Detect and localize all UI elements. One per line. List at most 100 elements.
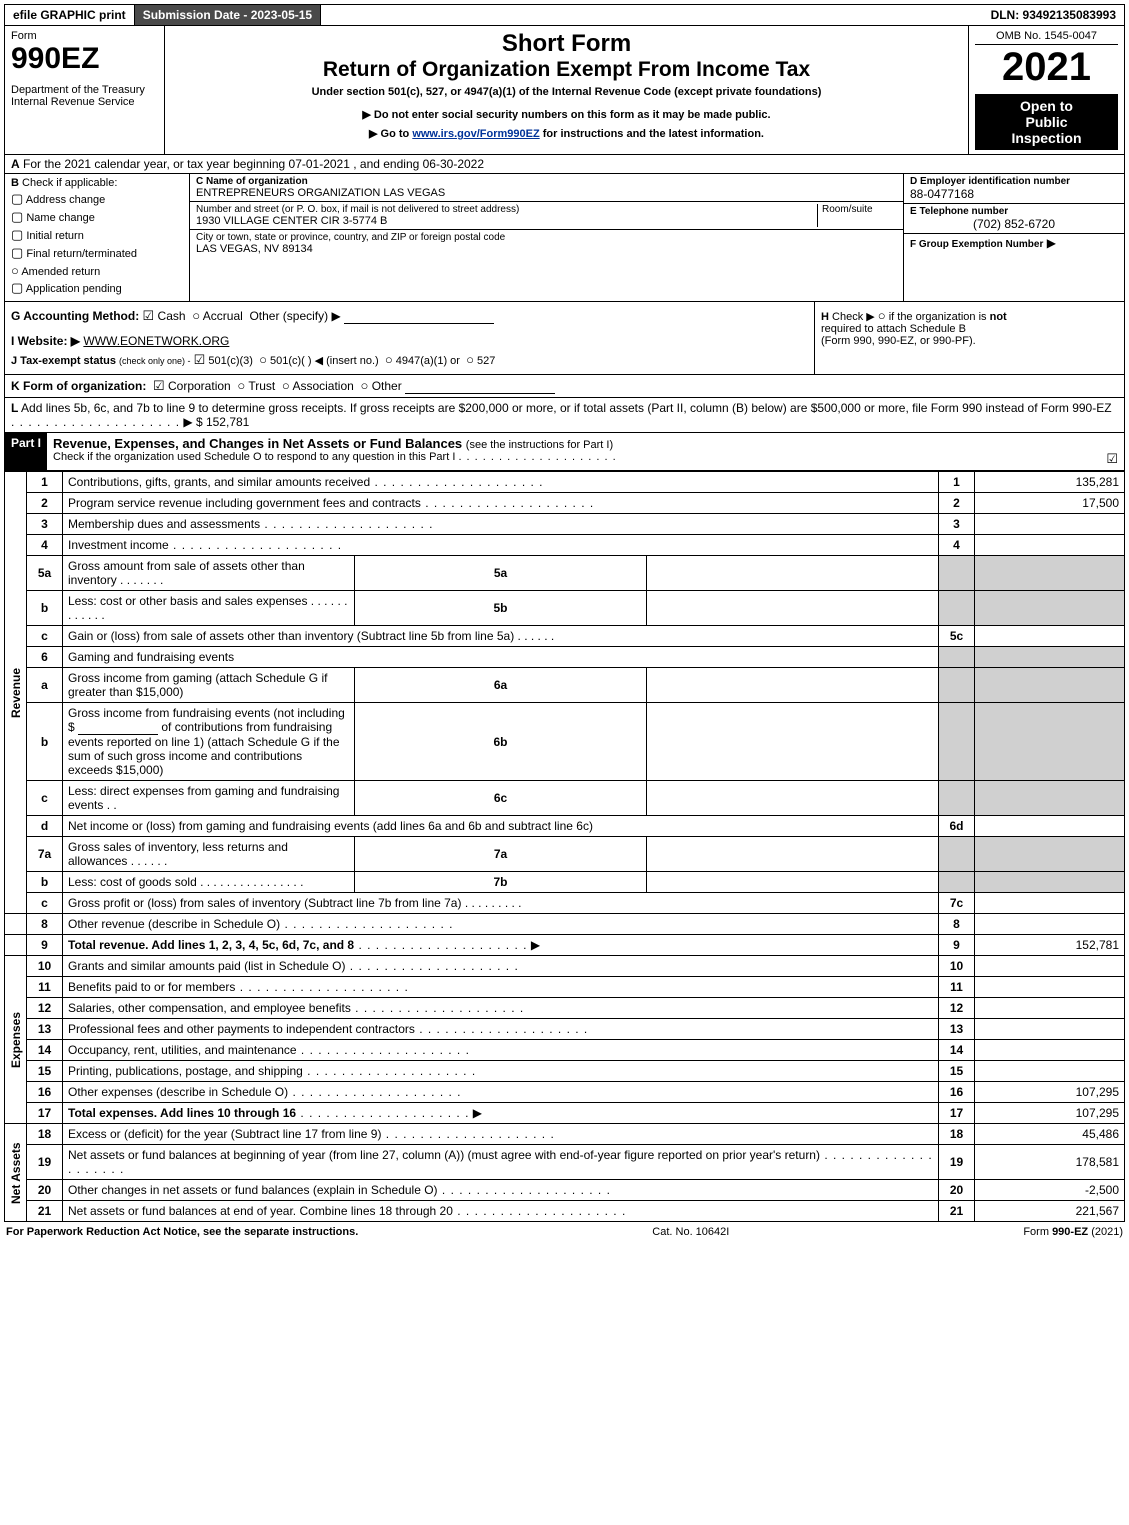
form-number: 990EZ (11, 42, 158, 76)
line-7a: 7a Gross sales of inventory, less return… (5, 837, 1125, 872)
line-20: 20 Other changes in net assets or fund b… (5, 1180, 1125, 1201)
website-value: WWW.EONETWORK.ORG (83, 334, 229, 348)
line-11: 11 Benefits paid to or for members 11 (5, 977, 1125, 998)
side-expenses: Expenses (5, 956, 27, 1124)
part1-tab: Part I (5, 433, 47, 470)
phone-value: (702) 852-6720 (910, 217, 1118, 231)
line-5c: c Gain or (loss) from sale of assets oth… (5, 626, 1125, 647)
k-corp-check[interactable]: ☑ (153, 378, 165, 393)
check-name-change[interactable]: ▢ Name change (11, 209, 183, 225)
side-netassets: Net Assets (5, 1124, 27, 1222)
dept-treasury: Department of the Treasury (11, 84, 158, 96)
section-h: H Check ▶ ○ if the organization is not r… (814, 302, 1124, 374)
tax-year: 2021 (975, 45, 1118, 90)
room-suite-label: Room/suite (817, 204, 897, 227)
h-label: H (821, 311, 829, 323)
omb-number: OMB No. 1545-0047 (975, 30, 1118, 45)
line-15: 15 Printing, publications, postage, and … (5, 1061, 1125, 1082)
k-assoc-check[interactable]: ○ (282, 378, 290, 393)
line-5b: b Less: cost or other basis and sales ex… (5, 591, 1125, 626)
line-7b: b Less: cost of goods sold . . . . . . .… (5, 872, 1125, 893)
row-a-label: A (11, 157, 20, 171)
open-line3: Inspection (979, 130, 1114, 146)
j-501c3-check[interactable]: ☑ (194, 352, 206, 367)
efile-label: efile GRAPHIC print (5, 5, 135, 25)
row-l: L Add lines 5b, 6c, and 7b to line 9 to … (4, 398, 1125, 433)
street-value: 1930 VILLAGE CENTER CIR 3-5774 B (196, 215, 817, 227)
ein-value: 88-0477168 (910, 187, 1118, 201)
section-b: B Check if applicable: ▢ Address change … (5, 174, 190, 301)
line-6c: c Less: direct expenses from gaming and … (5, 781, 1125, 816)
part1-title: Revenue, Expenses, and Changes in Net As… (53, 436, 462, 451)
goto-suffix: for instructions and the latest informat… (543, 128, 764, 140)
part1-title-wrap: Revenue, Expenses, and Changes in Net As… (47, 433, 1124, 470)
short-form-title: Short Form (171, 30, 962, 58)
header-center: Short Form Return of Organization Exempt… (165, 26, 969, 154)
b-label: B (11, 177, 19, 189)
form-word: Form (11, 30, 158, 42)
footer-right: Form 990-EZ (2021) (1023, 1226, 1123, 1238)
j-label: J Tax-exempt status (11, 355, 116, 367)
line-8: 8 Other revenue (describe in Schedule O)… (5, 914, 1125, 935)
c-label: C Name of organization (196, 176, 308, 187)
check-final-return[interactable]: ▢ Final return/terminated (11, 245, 183, 261)
part1-schedule-o-check[interactable]: ☑ (1106, 451, 1118, 467)
line-19: 19 Net assets or fund balances at beginn… (5, 1145, 1125, 1180)
check-initial-return[interactable]: ▢ Initial return (11, 227, 183, 243)
d-label: D Employer identification number (910, 176, 1118, 187)
j-4947-check[interactable]: ○ (385, 352, 393, 367)
line-12: 12 Salaries, other compensation, and emp… (5, 998, 1125, 1019)
k-label: K Form of organization: (11, 379, 146, 393)
j-527-check[interactable]: ○ (466, 352, 474, 367)
return-title: Return of Organization Exempt From Incom… (171, 58, 962, 82)
section-g: G Accounting Method: ☑ Cash ○ Accrual Ot… (5, 302, 814, 374)
check-amended-return[interactable]: ○ Amended return (11, 263, 183, 278)
g-label: G Accounting Method: (11, 309, 139, 323)
line-21: 21 Net assets or fund balances at end of… (5, 1201, 1125, 1222)
row-k: K Form of organization: ☑ Corporation ○ … (4, 375, 1125, 398)
h-check[interactable]: ○ (878, 308, 886, 323)
line-4: 4 Investment income 4 (5, 535, 1125, 556)
k-trust-check[interactable]: ○ (237, 378, 245, 393)
line-7c: c Gross profit or (loss) from sales of i… (5, 893, 1125, 914)
check-application-pending[interactable]: ▢ Application pending (11, 280, 183, 296)
e-label: E Telephone number (910, 206, 1118, 217)
dln: DLN: 93492135083993 (983, 5, 1124, 25)
line-6a: a Gross income from gaming (attach Sched… (5, 668, 1125, 703)
line-1: Revenue 1 Contributions, gifts, grants, … (5, 472, 1125, 493)
f-label: F Group Exemption Number (910, 239, 1043, 250)
under-section: Under section 501(c), 527, or 4947(a)(1)… (171, 86, 962, 98)
line-6: 6 Gaming and fundraising events (5, 647, 1125, 668)
submission-date: Submission Date - 2023-05-15 (135, 5, 321, 25)
g-accrual-check[interactable]: ○ (192, 308, 200, 323)
row-gh: G Accounting Method: ☑ Cash ○ Accrual Ot… (4, 302, 1125, 375)
k-other-check[interactable]: ○ (361, 378, 369, 393)
city-value: LAS VEGAS, NV 89134 (196, 243, 897, 255)
open-line2: Public (979, 114, 1114, 130)
l-label: L (11, 401, 18, 415)
top-bar: efile GRAPHIC print Submission Date - 20… (4, 4, 1125, 26)
check-address-change[interactable]: ▢ Address change (11, 191, 183, 207)
header-left: Form 990EZ Department of the Treasury In… (5, 26, 165, 154)
street-label: Number and street (or P. O. box, if mail… (196, 204, 817, 215)
open-line1: Open to (979, 98, 1114, 114)
ssn-warning: ▶ Do not enter social security numbers o… (171, 108, 962, 121)
line-6b: b Gross income from fundraising events (… (5, 703, 1125, 781)
b-title: Check if applicable: (22, 177, 117, 189)
l-text: Add lines 5b, 6c, and 7b to line 9 to de… (21, 401, 1112, 415)
part1-checknote: Check if the organization used Schedule … (53, 451, 455, 463)
line-10: Expenses 10 Grants and similar amounts p… (5, 956, 1125, 977)
line-6d: d Net income or (loss) from gaming and f… (5, 816, 1125, 837)
row-a-text: For the 2021 calendar year, or tax year … (23, 157, 484, 171)
line-2: 2 Program service revenue including gove… (5, 493, 1125, 514)
irs-link[interactable]: www.irs.gov/Form990EZ (412, 128, 539, 140)
j-501c-check[interactable]: ○ (259, 352, 267, 367)
section-c: C Name of organization ENTREPRENEURS ORG… (190, 174, 904, 301)
page-footer: For Paperwork Reduction Act Notice, see … (4, 1222, 1125, 1242)
footer-center: Cat. No. 10642I (652, 1226, 729, 1238)
line-18: Net Assets 18 Excess or (deficit) for th… (5, 1124, 1125, 1145)
line-14: 14 Occupancy, rent, utilities, and maint… (5, 1040, 1125, 1061)
irs-label: Internal Revenue Service (11, 96, 158, 108)
line-5a: 5a Gross amount from sale of assets othe… (5, 556, 1125, 591)
g-cash-check[interactable]: ☑ (143, 308, 155, 323)
